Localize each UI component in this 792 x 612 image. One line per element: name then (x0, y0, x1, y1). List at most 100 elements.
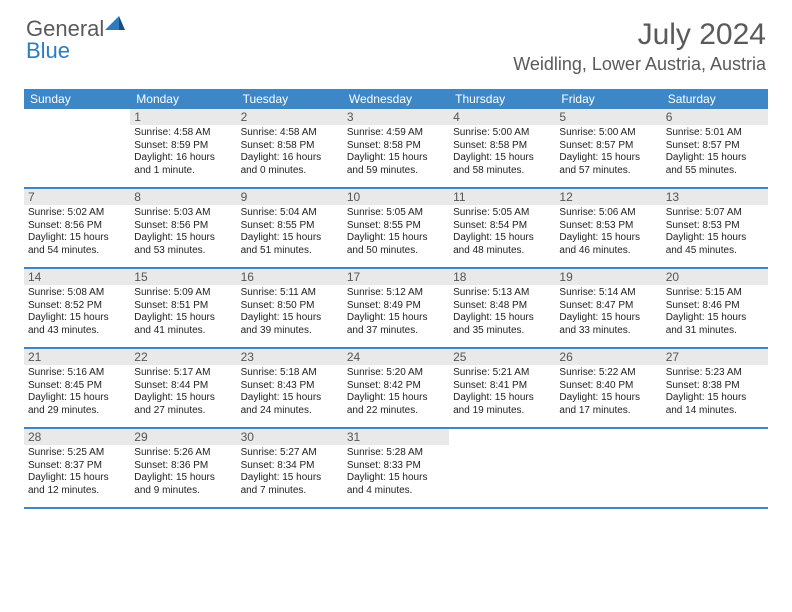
day-line: Sunrise: 5:08 AM (28, 287, 126, 300)
day-cell (555, 429, 661, 507)
dow-monday: Monday (130, 89, 236, 109)
day-line: Daylight: 16 hours (134, 152, 232, 165)
day-cell: 30Sunrise: 5:27 AMSunset: 8:34 PMDayligh… (237, 429, 343, 507)
day-number: 15 (130, 269, 236, 285)
day-line: Sunset: 8:36 PM (134, 460, 232, 473)
day-line: Daylight: 15 hours (241, 472, 339, 485)
day-line: Sunrise: 5:17 AM (134, 367, 232, 380)
day-cell: 25Sunrise: 5:21 AMSunset: 8:41 PMDayligh… (449, 349, 555, 427)
day-content: Sunrise: 5:03 AMSunset: 8:56 PMDaylight:… (130, 205, 236, 261)
day-content: Sunrise: 5:04 AMSunset: 8:55 PMDaylight:… (237, 205, 343, 261)
day-content: Sunrise: 5:00 AMSunset: 8:57 PMDaylight:… (555, 125, 661, 181)
day-number: 17 (343, 269, 449, 285)
day-line: Sunset: 8:55 PM (241, 220, 339, 233)
day-line: and 55 minutes. (666, 165, 764, 178)
day-line: Sunrise: 5:07 AM (666, 207, 764, 220)
header: General Blue July 2024 Weidling, Lower A… (0, 0, 792, 81)
day-line: Sunrise: 5:05 AM (347, 207, 445, 220)
day-line: and 7 minutes. (241, 485, 339, 498)
day-line: Sunset: 8:47 PM (559, 300, 657, 313)
day-content: Sunrise: 5:09 AMSunset: 8:51 PMDaylight:… (130, 285, 236, 341)
day-line: Sunset: 8:40 PM (559, 380, 657, 393)
day-line: Sunrise: 5:09 AM (134, 287, 232, 300)
day-line: Daylight: 15 hours (559, 392, 657, 405)
day-cell: 13Sunrise: 5:07 AMSunset: 8:53 PMDayligh… (662, 189, 768, 267)
day-number: 14 (24, 269, 130, 285)
calendar: Sunday Monday Tuesday Wednesday Thursday… (24, 89, 768, 509)
day-number: 16 (237, 269, 343, 285)
day-line: Sunrise: 5:02 AM (28, 207, 126, 220)
day-line: Sunset: 8:54 PM (453, 220, 551, 233)
day-cell: 24Sunrise: 5:20 AMSunset: 8:42 PMDayligh… (343, 349, 449, 427)
day-line: Sunset: 8:49 PM (347, 300, 445, 313)
day-line: Daylight: 15 hours (453, 392, 551, 405)
day-line: and 37 minutes. (347, 325, 445, 338)
dow-friday: Friday (555, 89, 661, 109)
day-line: Sunset: 8:37 PM (28, 460, 126, 473)
dow-tuesday: Tuesday (237, 89, 343, 109)
day-content: Sunrise: 5:14 AMSunset: 8:47 PMDaylight:… (555, 285, 661, 341)
day-line: Sunrise: 5:11 AM (241, 287, 339, 300)
day-line: Sunrise: 5:15 AM (666, 287, 764, 300)
day-line: Daylight: 15 hours (134, 232, 232, 245)
day-number: 9 (237, 189, 343, 205)
day-line: Sunset: 8:38 PM (666, 380, 764, 393)
day-cell: 9Sunrise: 5:04 AMSunset: 8:55 PMDaylight… (237, 189, 343, 267)
day-line: and 43 minutes. (28, 325, 126, 338)
day-line: Daylight: 15 hours (134, 392, 232, 405)
day-line: Sunset: 8:45 PM (28, 380, 126, 393)
day-line: Sunset: 8:58 PM (453, 140, 551, 153)
day-number: 2 (237, 109, 343, 125)
day-content: Sunrise: 5:05 AMSunset: 8:54 PMDaylight:… (449, 205, 555, 261)
day-number (449, 429, 555, 445)
day-line: Sunset: 8:44 PM (134, 380, 232, 393)
day-line: and 51 minutes. (241, 245, 339, 258)
day-cell: 20Sunrise: 5:15 AMSunset: 8:46 PMDayligh… (662, 269, 768, 347)
day-line: Sunrise: 5:00 AM (453, 127, 551, 140)
dow-sunday: Sunday (24, 89, 130, 109)
day-cell: 2Sunrise: 4:58 AMSunset: 8:58 PMDaylight… (237, 109, 343, 187)
day-line: and 14 minutes. (666, 405, 764, 418)
day-content: Sunrise: 5:06 AMSunset: 8:53 PMDaylight:… (555, 205, 661, 261)
day-cell (662, 429, 768, 507)
day-line: Sunrise: 4:59 AM (347, 127, 445, 140)
day-cell: 27Sunrise: 5:23 AMSunset: 8:38 PMDayligh… (662, 349, 768, 427)
day-cell: 10Sunrise: 5:05 AMSunset: 8:55 PMDayligh… (343, 189, 449, 267)
day-number: 21 (24, 349, 130, 365)
day-content: Sunrise: 5:20 AMSunset: 8:42 PMDaylight:… (343, 365, 449, 421)
day-content: Sunrise: 5:13 AMSunset: 8:48 PMDaylight:… (449, 285, 555, 341)
day-cell: 26Sunrise: 5:22 AMSunset: 8:40 PMDayligh… (555, 349, 661, 427)
day-line: and 54 minutes. (28, 245, 126, 258)
day-line: Sunset: 8:53 PM (559, 220, 657, 233)
day-line: Daylight: 15 hours (453, 312, 551, 325)
day-line: Daylight: 15 hours (28, 392, 126, 405)
day-line: and 31 minutes. (666, 325, 764, 338)
day-line: Sunrise: 5:18 AM (241, 367, 339, 380)
title-month: July 2024 (513, 18, 766, 52)
day-line: Sunset: 8:46 PM (666, 300, 764, 313)
day-line: Sunrise: 5:27 AM (241, 447, 339, 460)
day-number: 31 (343, 429, 449, 445)
day-cell: 1Sunrise: 4:58 AMSunset: 8:59 PMDaylight… (130, 109, 236, 187)
day-line: Sunrise: 5:28 AM (347, 447, 445, 460)
day-line: and 29 minutes. (28, 405, 126, 418)
day-number: 1 (130, 109, 236, 125)
dow-wednesday: Wednesday (343, 89, 449, 109)
day-line: Sunset: 8:50 PM (241, 300, 339, 313)
day-line: Sunset: 8:43 PM (241, 380, 339, 393)
day-number: 29 (130, 429, 236, 445)
day-line: Daylight: 15 hours (28, 232, 126, 245)
day-line: Sunset: 8:33 PM (347, 460, 445, 473)
day-number: 18 (449, 269, 555, 285)
day-line: and 12 minutes. (28, 485, 126, 498)
day-cell: 23Sunrise: 5:18 AMSunset: 8:43 PMDayligh… (237, 349, 343, 427)
day-content: Sunrise: 4:58 AMSunset: 8:59 PMDaylight:… (130, 125, 236, 181)
day-cell: 15Sunrise: 5:09 AMSunset: 8:51 PMDayligh… (130, 269, 236, 347)
day-line: Sunset: 8:59 PM (134, 140, 232, 153)
day-number: 27 (662, 349, 768, 365)
day-line: Daylight: 15 hours (666, 232, 764, 245)
day-line: Daylight: 15 hours (28, 472, 126, 485)
day-line: and 58 minutes. (453, 165, 551, 178)
day-line: Sunset: 8:52 PM (28, 300, 126, 313)
day-line: Daylight: 15 hours (666, 152, 764, 165)
